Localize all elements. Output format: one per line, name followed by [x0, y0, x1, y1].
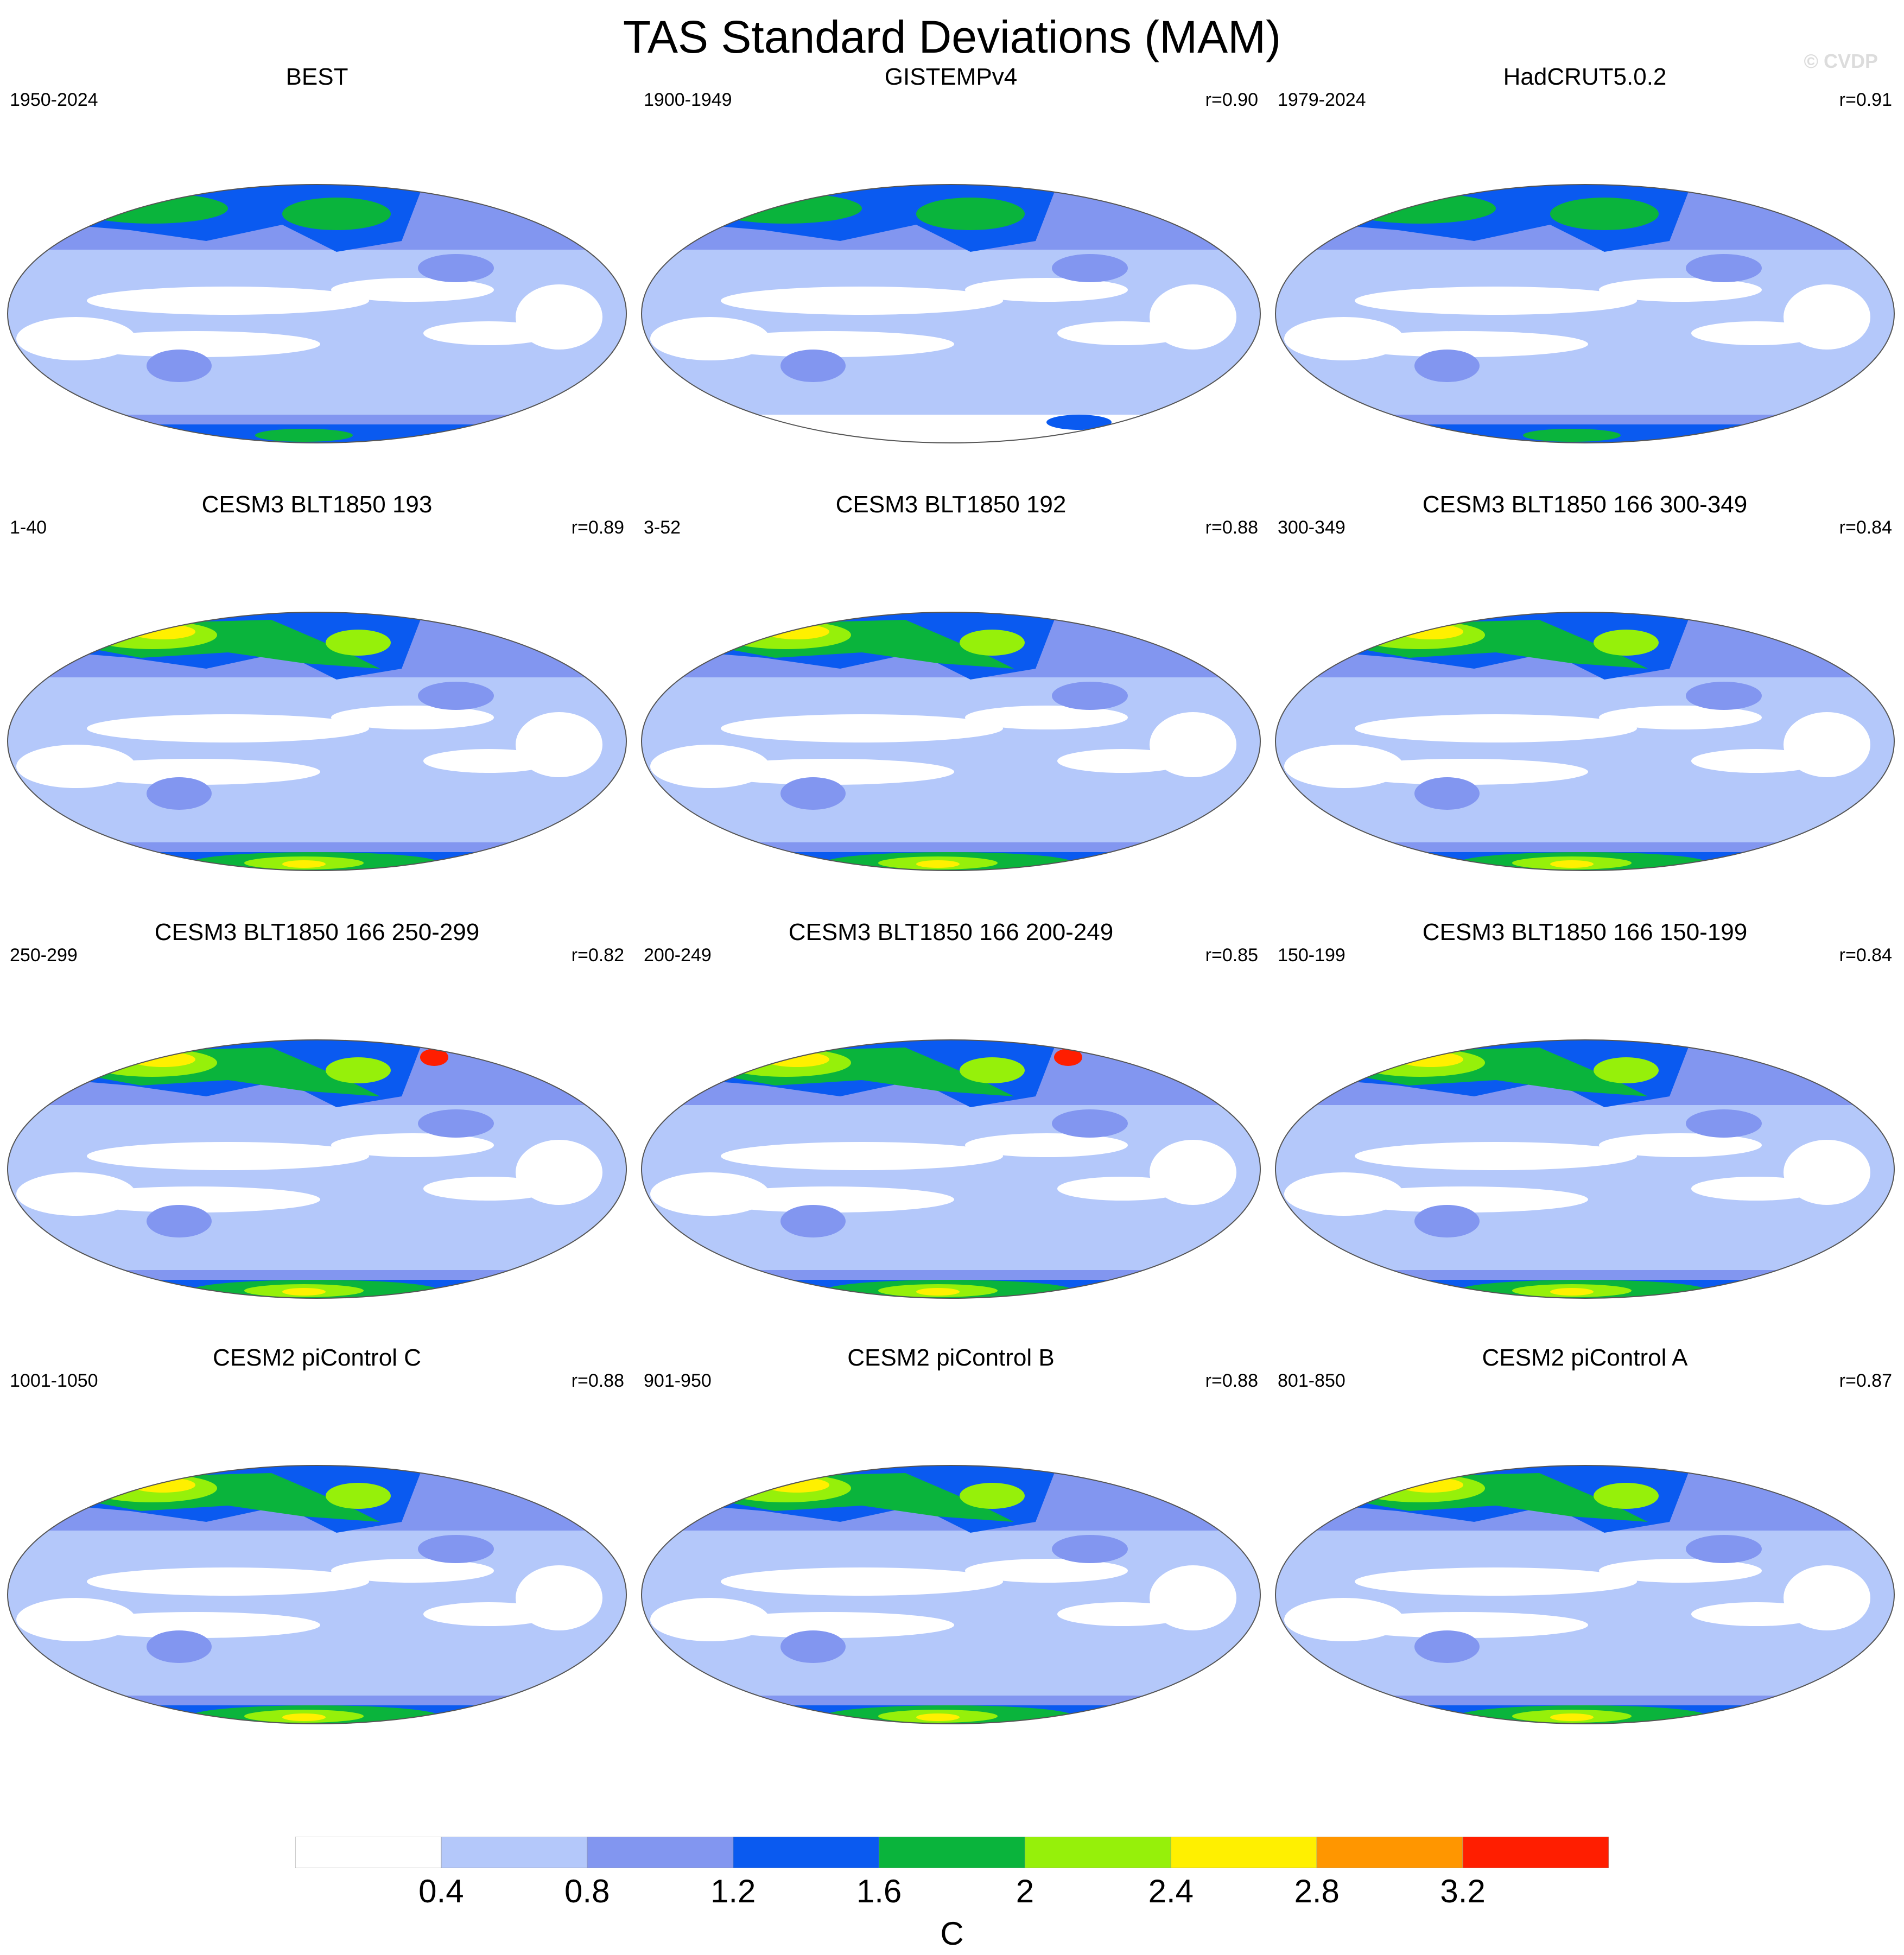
panel-period: 200-249	[644, 945, 712, 966]
panel-correlation: r=0.88	[1205, 517, 1258, 538]
panel-correlation: r=0.85	[1205, 945, 1258, 966]
colorbar-tick-label: 2	[1016, 1873, 1034, 1909]
map-panel: BEST 1950-2024	[0, 62, 634, 490]
robinson-map	[1275, 184, 1895, 443]
map-panel: CESM3 BLT1850 192 3-52 r=0.88	[634, 490, 1268, 917]
panel-title: CESM2 piControl B	[847, 1344, 1055, 1371]
robinson-map	[641, 1465, 1261, 1724]
panel-title: CESM3 BLT1850 166 150-199	[1422, 919, 1748, 945]
colorbar-segment	[441, 1837, 588, 1868]
colorbar-tick-label: 2.4	[1148, 1873, 1194, 1909]
robinson-map	[7, 612, 627, 871]
panel-title: CESM2 piControl C	[213, 1344, 421, 1371]
robinson-map	[641, 1039, 1261, 1299]
colorbar-tick-label: 2.8	[1294, 1873, 1340, 1909]
panel-title: GISTEMPv4	[884, 64, 1018, 90]
panel-period: 300-349	[1278, 517, 1346, 538]
panel-period: 250-299	[10, 945, 78, 966]
panel-correlation: r=0.82	[571, 945, 624, 966]
panel-period: 1900-1949	[644, 90, 732, 110]
robinson-map	[7, 184, 627, 443]
figure-title: TAS Standard Deviations (MAM)	[623, 11, 1281, 62]
panel-period: 1979-2024	[1278, 90, 1366, 110]
colorbar-segment	[295, 1837, 442, 1868]
panel-correlation: r=0.88	[1205, 1370, 1258, 1391]
robinson-map	[1275, 1039, 1895, 1299]
colorbar-segment	[879, 1837, 1025, 1868]
robinson-map	[641, 184, 1261, 443]
panel-period: 801-850	[1278, 1370, 1346, 1391]
map-panel: CESM3 BLT1850 166 150-199 150-199 r=0.84	[1268, 917, 1902, 1345]
panel-title: CESM3 BLT1850 166 200-249	[788, 919, 1114, 945]
colorbar-tick-label: 1.6	[856, 1873, 902, 1909]
panel-title: CESM3 BLT1850 193	[201, 491, 433, 518]
map-panel: HadCRUT5.0.2 1979-2024 r=0.91	[1268, 62, 1902, 490]
panel-correlation: r=0.88	[571, 1370, 624, 1391]
panel-correlation: r=0.90	[1205, 90, 1258, 110]
colorbar-segment	[733, 1837, 880, 1868]
panel-correlation: r=0.89	[571, 517, 624, 538]
panel-title: CESM2 piControl A	[1482, 1344, 1688, 1371]
panel-title: CESM3 BLT1850 192	[835, 491, 1067, 518]
panel-title: CESM3 BLT1850 166 300-349	[1422, 491, 1748, 518]
colorbar-tick-label: 0.8	[564, 1873, 610, 1909]
cvdp-watermark: © CVDP	[1804, 50, 1878, 72]
colorbar-units: C	[940, 1915, 964, 1952]
panel-correlation: r=0.84	[1839, 945, 1892, 966]
panel-period: 1950-2024	[10, 90, 98, 110]
panel-period: 901-950	[644, 1370, 712, 1391]
colorbar	[295, 1837, 1609, 1868]
panel-correlation: r=0.91	[1839, 90, 1892, 110]
panel-title: BEST	[285, 64, 348, 90]
map-panel: CESM2 piControl C 1001-1050 r=0.88	[0, 1343, 634, 1770]
map-panel: CESM2 piControl B 901-950 r=0.88	[634, 1343, 1268, 1770]
robinson-map	[1275, 1465, 1895, 1724]
colorbar-segment	[1024, 1837, 1171, 1868]
colorbar-tick-label: 0.4	[418, 1873, 464, 1909]
panel-correlation: r=0.84	[1839, 517, 1892, 538]
map-panel: GISTEMPv4 1900-1949 r=0.90	[634, 62, 1268, 490]
map-panel: CESM3 BLT1850 166 200-249 200-249 r=0.85	[634, 917, 1268, 1345]
panel-period: 1-40	[10, 517, 47, 538]
colorbar-segment	[1170, 1837, 1317, 1868]
map-panel: CESM3 BLT1850 193 1-40 r=0.89	[0, 490, 634, 917]
panel-period: 1001-1050	[10, 1370, 98, 1391]
map-panel: CESM3 BLT1850 166 300-349 300-349 r=0.84	[1268, 490, 1902, 917]
colorbar-tick-label: 1.2	[710, 1873, 756, 1909]
robinson-map	[7, 1465, 627, 1724]
robinson-map	[1275, 612, 1895, 871]
colorbar-tick-label: 3.2	[1440, 1873, 1486, 1909]
colorbar-segment	[1316, 1837, 1463, 1868]
colorbar-segment	[1462, 1837, 1609, 1868]
colorbar-segment	[587, 1837, 734, 1868]
robinson-map	[641, 612, 1261, 871]
map-panel: CESM2 piControl A 801-850 r=0.87	[1268, 1343, 1902, 1770]
panel-correlation: r=0.87	[1839, 1370, 1892, 1391]
panel-title: HadCRUT5.0.2	[1503, 64, 1667, 90]
robinson-map	[7, 1039, 627, 1299]
panel-period: 150-199	[1278, 945, 1346, 966]
map-panel: CESM3 BLT1850 166 250-299 250-299 r=0.82	[0, 917, 634, 1345]
panel-title: CESM3 BLT1850 166 250-299	[154, 919, 480, 945]
panel-period: 3-52	[644, 517, 681, 538]
